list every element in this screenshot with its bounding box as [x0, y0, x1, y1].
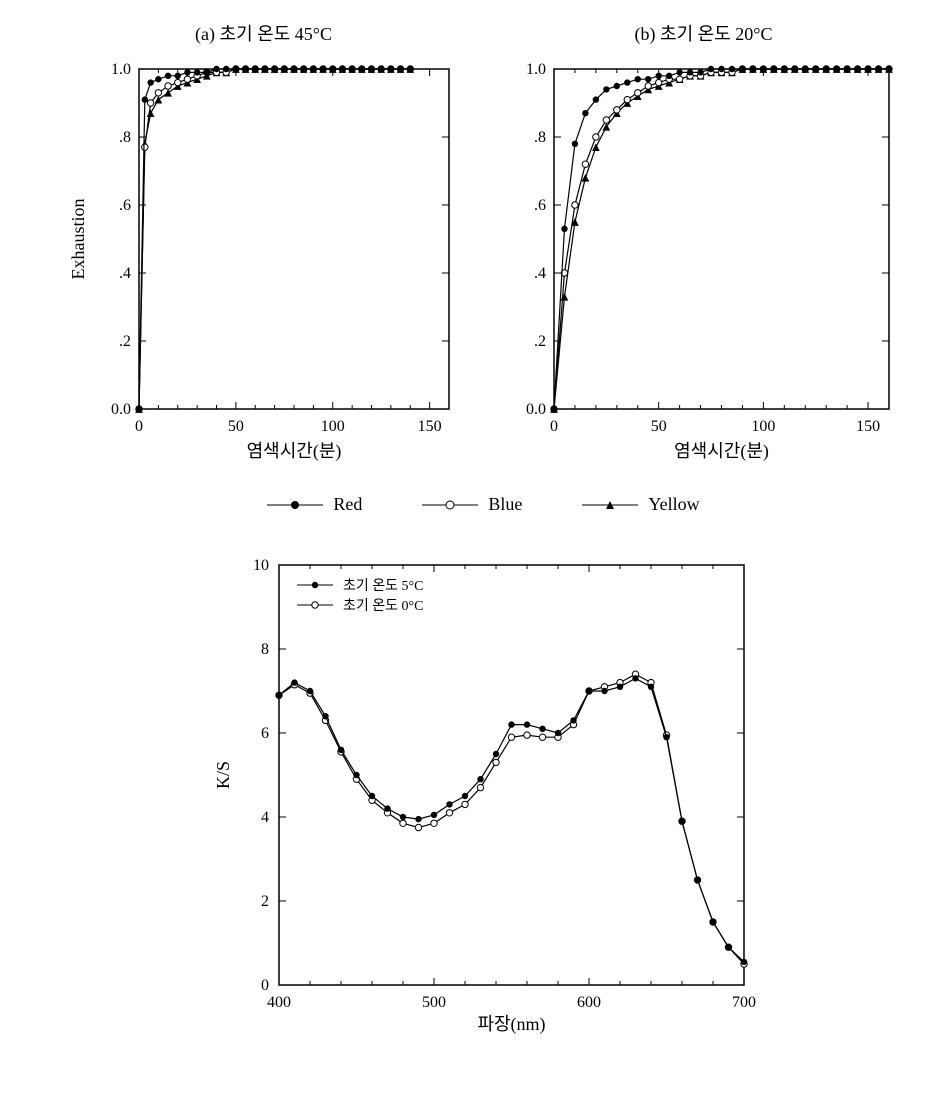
svg-text:.6: .6 [534, 197, 546, 214]
chart-b: 0 50 100 150 0.0 .2 .4 .6 .8 1.0 염색시간(분) [504, 54, 904, 474]
svg-text:초기 온도 5°C: 초기 온도 5°C [343, 578, 423, 594]
svg-text:0.0: 0.0 [111, 401, 131, 418]
svg-text:8: 8 [261, 641, 269, 658]
svg-text:0: 0 [261, 977, 269, 994]
svg-text:파장(nm): 파장(nm) [477, 1014, 545, 1035]
legend-marker-red [267, 498, 323, 512]
legend-label-yellow: Yellow [648, 494, 699, 515]
svg-text:600: 600 [577, 994, 601, 1011]
svg-text:1.0: 1.0 [111, 61, 131, 78]
svg-text:0: 0 [135, 418, 143, 435]
svg-text:K/S: K/S [213, 761, 233, 789]
svg-text:6: 6 [261, 725, 269, 742]
svg-text:1.0: 1.0 [526, 61, 546, 78]
svg-text:700: 700 [732, 994, 756, 1011]
legend-row: Red Blue Yellow [20, 494, 927, 515]
chart-b-title: (b) 초기 온도 20°C [504, 20, 904, 46]
bottom-wrap: 400 500 600 700 0 2 4 6 8 10 파장(nm) K/S 초기 온도 5°C 초기 … [20, 545, 927, 1045]
svg-text:.2: .2 [119, 333, 131, 350]
svg-text:400: 400 [267, 994, 291, 1011]
chart-a: 0 50 100 150 0.0 .2 .4 .6 .8 1.0 염색시간(분) Exhaustion [64, 54, 464, 474]
legend-label-blue: Blue [488, 494, 522, 515]
svg-text:.8: .8 [534, 129, 546, 146]
svg-text:염색시간(분): 염색시간(분) [674, 441, 769, 462]
chart-a-container: (a) 초기 온도 45°C 0 50 100 150 0.0 .2 .4 .6 .8 1.0 염색… [64, 20, 464, 479]
legend-item-yellow: Yellow [582, 494, 699, 515]
svg-text:.8: .8 [119, 129, 131, 146]
svg-text:.4: .4 [534, 265, 546, 282]
svg-text:50: 50 [227, 418, 243, 435]
top-row: (a) 초기 온도 45°C 0 50 100 150 0.0 .2 .4 .6 .8 1.0 염색… [20, 20, 927, 479]
legend-item-blue: Blue [422, 494, 522, 515]
svg-text:500: 500 [422, 994, 446, 1011]
svg-text:150: 150 [417, 418, 441, 435]
svg-text:100: 100 [320, 418, 344, 435]
svg-text:0: 0 [550, 418, 558, 435]
svg-text:.2: .2 [534, 333, 546, 350]
svg-text:.4: .4 [119, 265, 131, 282]
svg-text:.6: .6 [119, 197, 131, 214]
svg-text:100: 100 [751, 418, 775, 435]
svg-text:150: 150 [856, 418, 880, 435]
svg-text:10: 10 [253, 557, 269, 574]
legend-marker-yellow [582, 498, 638, 512]
chart-a-title: (a) 초기 온도 45°C [64, 20, 464, 46]
legend-item-red: Red [267, 494, 362, 515]
legend-marker-blue [422, 498, 478, 512]
svg-text:2: 2 [261, 893, 269, 910]
svg-text:4: 4 [261, 809, 269, 826]
legend-label-red: Red [333, 494, 362, 515]
svg-text:50: 50 [650, 418, 666, 435]
chart-b-container: (b) 초기 온도 20°C 0 50 100 150 0.0 .2 .4 .6 .8 1.0 염색… [504, 20, 904, 479]
svg-text:염색시간(분): 염색시간(분) [246, 441, 341, 462]
chart-c: 400 500 600 700 0 2 4 6 8 10 파장(nm) K/S 초기 온도 5°C 초기 … [204, 545, 764, 1045]
svg-text:초기 온도 0°C: 초기 온도 0°C [343, 598, 423, 614]
svg-text:Exhaustion: Exhaustion [68, 199, 88, 280]
svg-text:0.0: 0.0 [526, 401, 546, 418]
